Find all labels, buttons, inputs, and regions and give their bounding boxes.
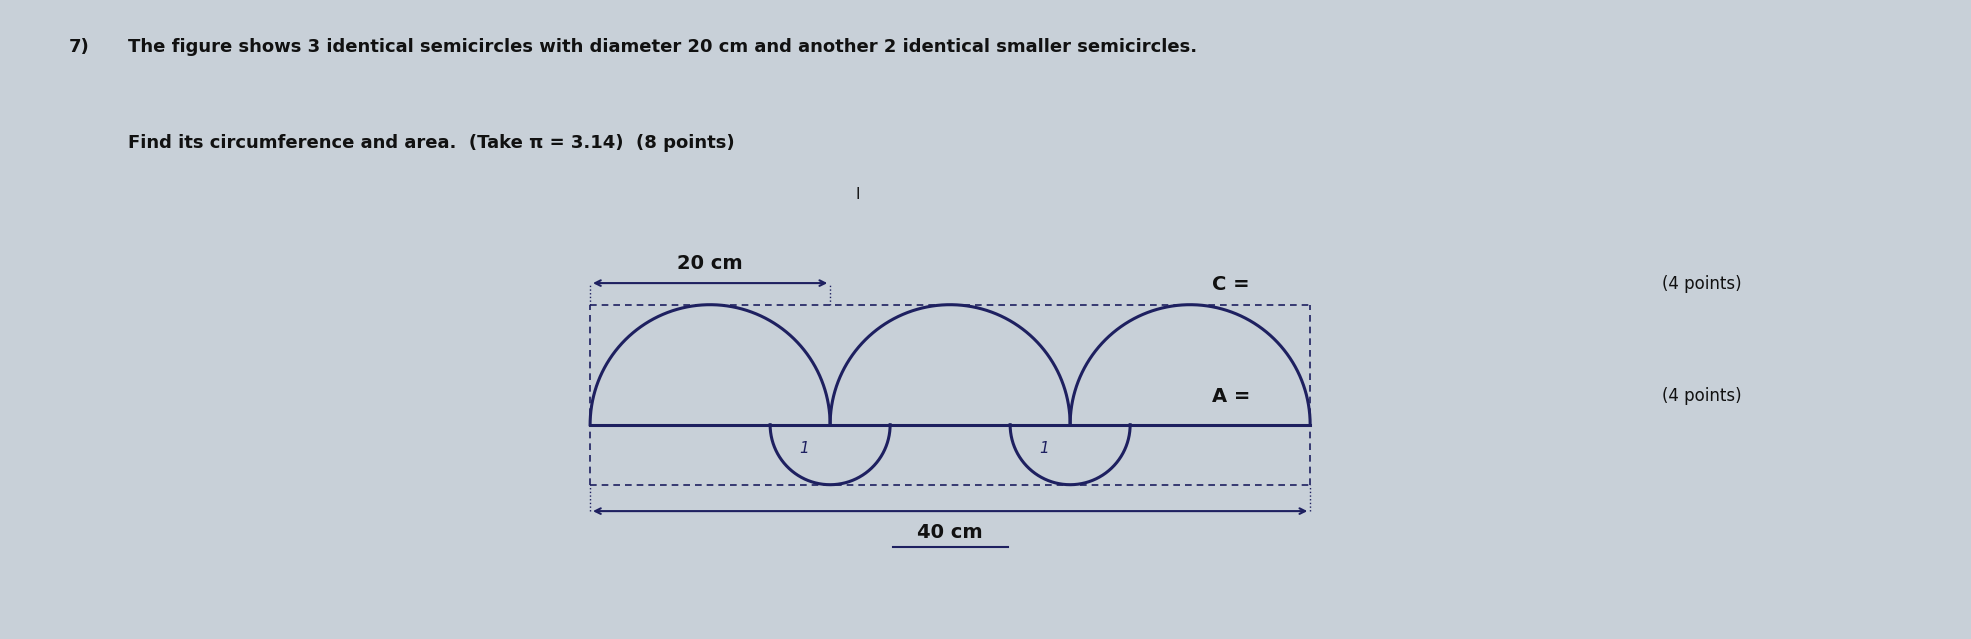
Text: I: I (855, 187, 859, 203)
Text: The figure shows 3 identical semicircles with diameter 20 cm and another 2 ident: The figure shows 3 identical semicircles… (128, 38, 1196, 56)
Text: (4 points): (4 points) (1662, 387, 1740, 405)
Text: 1: 1 (1039, 441, 1049, 456)
Text: C =: C = (1212, 275, 1250, 294)
Text: Find its circumference and area.  (Take π = 3.14)  (8 points): Find its circumference and area. (Take π… (128, 134, 735, 152)
Text: (4 points): (4 points) (1662, 275, 1740, 293)
Text: 7): 7) (69, 38, 91, 56)
Text: 20 cm: 20 cm (678, 254, 743, 273)
Text: A =: A = (1212, 387, 1250, 406)
Text: 40 cm: 40 cm (917, 523, 984, 542)
Text: 1: 1 (798, 441, 808, 456)
